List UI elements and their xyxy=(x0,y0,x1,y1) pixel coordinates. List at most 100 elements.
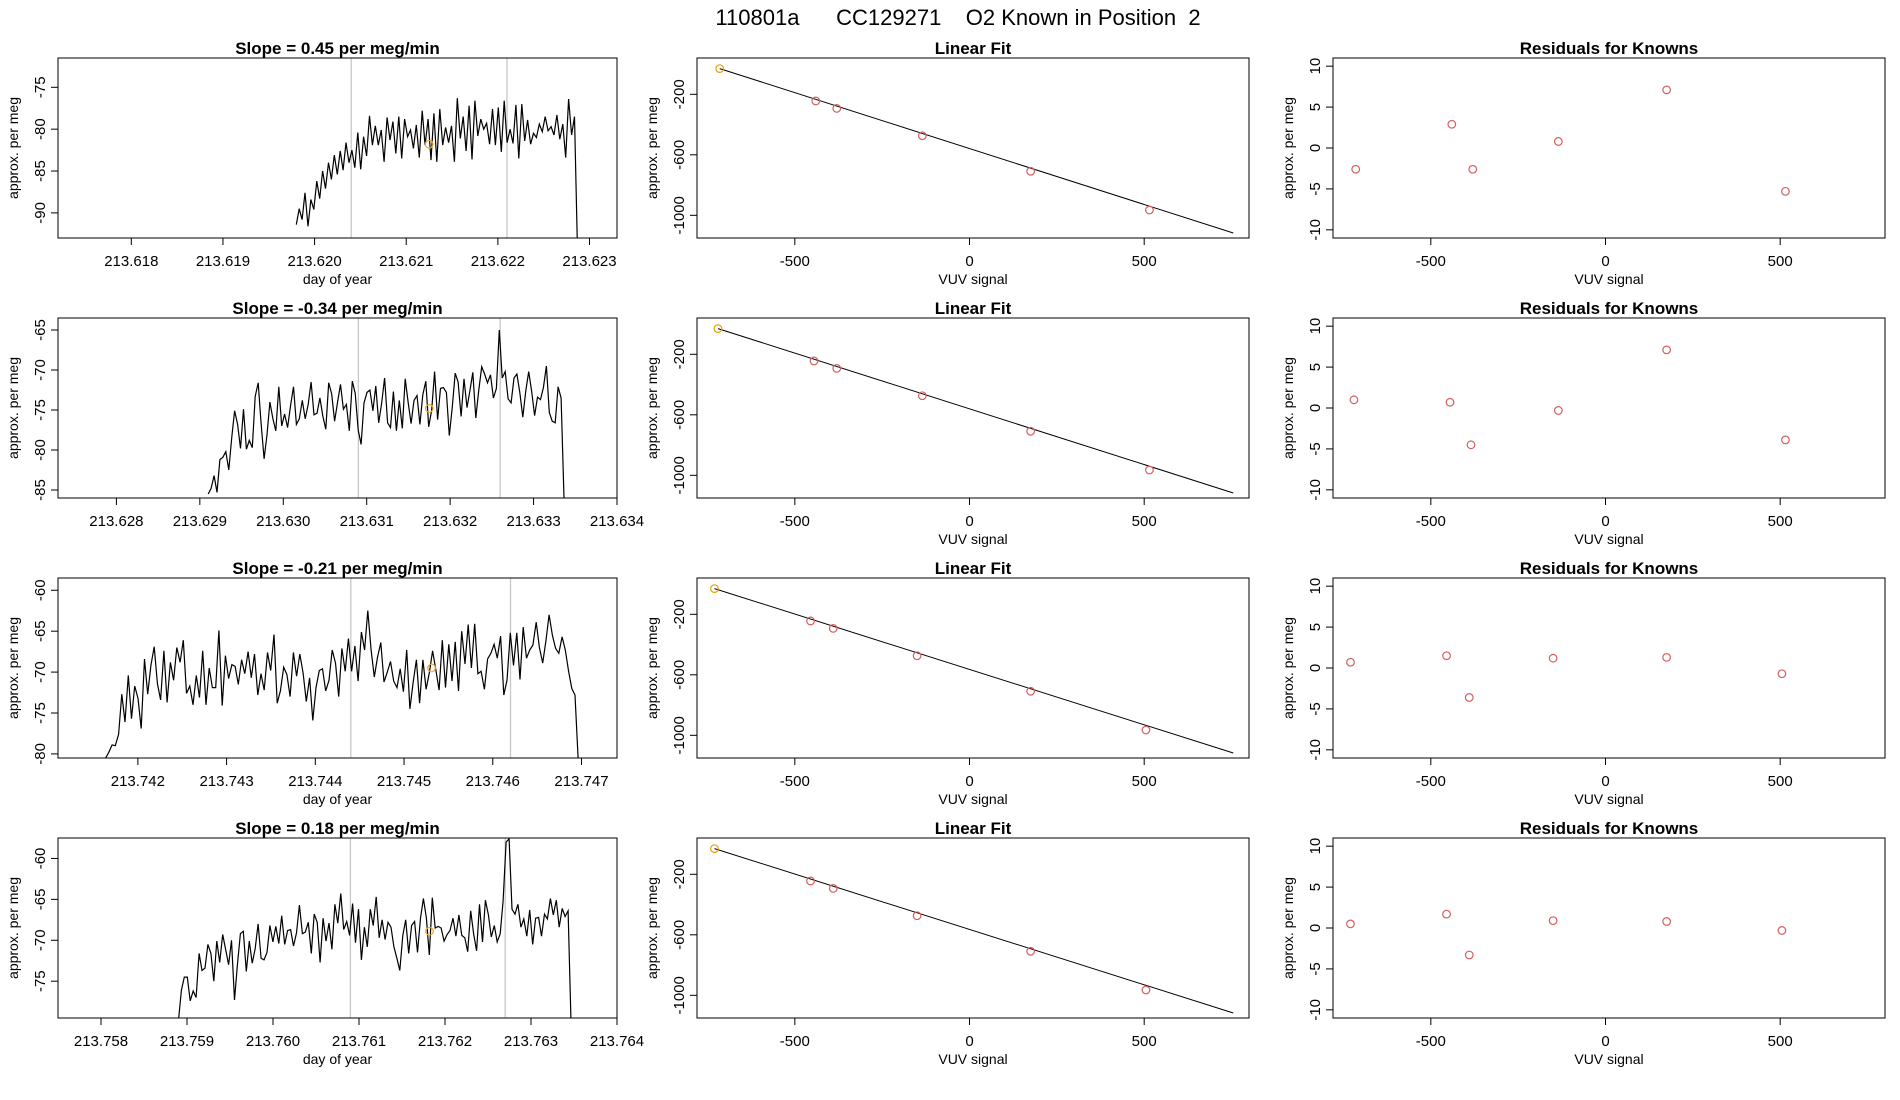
y-tick-label: -60 xyxy=(32,848,49,870)
data-point xyxy=(710,584,719,593)
data-point xyxy=(1141,985,1151,995)
fit-line xyxy=(714,588,1234,754)
data-point xyxy=(1777,669,1787,679)
data-point xyxy=(1445,397,1455,407)
plot-frame xyxy=(1332,837,1886,1019)
data-point xyxy=(427,663,436,673)
panel-4-2: Linear Fit -500 0 500 -1000 -600 -200 VUV signa… xyxy=(644,819,1250,1067)
x-tick-label: -500 xyxy=(780,773,810,790)
x-tick-label: 500 xyxy=(1768,1033,1793,1050)
y-axis-label: approx. per meg xyxy=(5,617,21,719)
y-axis-label: approx. per meg xyxy=(644,877,660,979)
x-tick-label: -500 xyxy=(780,513,810,530)
data-point xyxy=(806,876,815,886)
x-tick-label: 213.620 xyxy=(287,253,341,270)
x-axis-label: VUV signal xyxy=(1574,1051,1643,1067)
x-tick-label: 213.632 xyxy=(423,513,477,530)
x-tick-label: 213.745 xyxy=(377,773,431,790)
panel-title: Residuals for Knowns xyxy=(1520,299,1699,318)
series-line xyxy=(295,98,578,238)
y-tick-label: -65 xyxy=(32,620,49,642)
data-point xyxy=(1548,916,1558,926)
data-point xyxy=(1662,652,1672,662)
x-tick-label: 500 xyxy=(1768,513,1793,530)
x-tick-label: 213.618 xyxy=(104,253,158,270)
data-point xyxy=(1662,917,1672,926)
x-tick-label: 213.743 xyxy=(199,773,253,790)
y-axis-label: approx. per meg xyxy=(1280,877,1296,979)
y-tick-label: -75 xyxy=(32,970,49,992)
y-tick-label: 10 xyxy=(1307,318,1324,335)
x-tick-label: -500 xyxy=(1416,773,1446,790)
x-tick-label: 213.631 xyxy=(340,513,394,530)
x-tick-label: 500 xyxy=(1132,253,1157,270)
plot-frame xyxy=(696,577,1250,759)
y-tick-label: -10 xyxy=(1307,999,1324,1021)
plot-frame xyxy=(1332,317,1886,499)
data-point xyxy=(425,926,434,936)
data-point xyxy=(1145,205,1154,215)
y-tick-label: -10 xyxy=(1307,739,1324,761)
x-tick-label: 213.623 xyxy=(562,253,616,270)
x-axis-label: VUV signal xyxy=(938,1051,1007,1067)
panel-title: Residuals for Knowns xyxy=(1520,819,1699,838)
x-tick-label: 213.634 xyxy=(590,513,644,530)
data-point xyxy=(912,911,922,921)
x-tick-label: 213.628 xyxy=(89,513,143,530)
data-point xyxy=(912,651,922,661)
data-point xyxy=(1026,686,1036,696)
data-point xyxy=(1464,693,1474,702)
data-point xyxy=(1464,950,1474,960)
y-axis-label: approx. per meg xyxy=(644,617,660,719)
x-axis-label: VUV signal xyxy=(1574,791,1643,807)
y-axis-label: approx. per meg xyxy=(1280,357,1296,459)
data-point xyxy=(828,883,838,893)
data-point xyxy=(1026,946,1036,956)
data-point xyxy=(832,103,842,113)
y-tick-label: 5 xyxy=(1307,623,1324,631)
data-point xyxy=(1346,657,1355,667)
y-tick-label: -1000 xyxy=(671,196,688,234)
y-tick-label: 0 xyxy=(1307,664,1324,672)
data-point xyxy=(828,623,838,633)
x-axis-label: VUV signal xyxy=(938,791,1007,807)
x-tick-label: 500 xyxy=(1768,253,1793,270)
x-tick-label: 0 xyxy=(965,1033,973,1050)
series-line xyxy=(104,610,579,758)
x-tick-label: 213.760 xyxy=(246,1033,300,1050)
x-tick-label: -500 xyxy=(1416,513,1446,530)
x-tick-label: 213.621 xyxy=(379,253,433,270)
data-point xyxy=(424,404,434,413)
data-point xyxy=(1781,435,1790,445)
y-axis-label: approx. per meg xyxy=(644,357,660,459)
panel-2-2: Linear Fit -500 0 500 -1000 -600 -200 VUV signa… xyxy=(644,299,1250,547)
x-tick-label: 500 xyxy=(1768,773,1793,790)
x-tick-label: 213.629 xyxy=(173,513,227,530)
x-tick-label: 213.619 xyxy=(196,253,250,270)
y-tick-label: -80 xyxy=(32,439,49,461)
y-tick-label: -75 xyxy=(32,702,49,724)
fit-line xyxy=(719,68,1234,234)
data-point xyxy=(1553,406,1563,415)
data-point xyxy=(832,363,842,373)
panel-4-1: Slope = 0.18 per meg/min 213.758 213.759 21… xyxy=(5,819,644,1067)
y-tick-label: 0 xyxy=(1307,404,1324,412)
y-tick-label: -70 xyxy=(32,929,49,951)
y-tick-label: -65 xyxy=(32,889,49,911)
x-tick-label: 500 xyxy=(1132,773,1157,790)
x-tick-label: 0 xyxy=(1601,773,1609,790)
y-tick-label: -65 xyxy=(32,319,49,341)
y-tick-label: 5 xyxy=(1307,363,1324,371)
x-tick-label: 213.633 xyxy=(506,513,560,530)
panel-title: Linear Fit xyxy=(935,559,1012,578)
x-tick-label: -500 xyxy=(1416,253,1446,270)
x-tick-label: 213.742 xyxy=(111,773,165,790)
x-tick-label: 213.622 xyxy=(471,253,525,270)
x-axis-label: VUV signal xyxy=(938,271,1007,287)
y-tick-label: -90 xyxy=(32,202,49,224)
data-point xyxy=(715,64,725,73)
y-tick-label: -80 xyxy=(32,118,49,140)
panel-3-2: Linear Fit -500 0 500 -1000 -600 -200 VUV signa… xyxy=(644,559,1250,807)
plot-frame xyxy=(1332,577,1886,759)
y-tick-label: -5 xyxy=(1307,962,1324,975)
